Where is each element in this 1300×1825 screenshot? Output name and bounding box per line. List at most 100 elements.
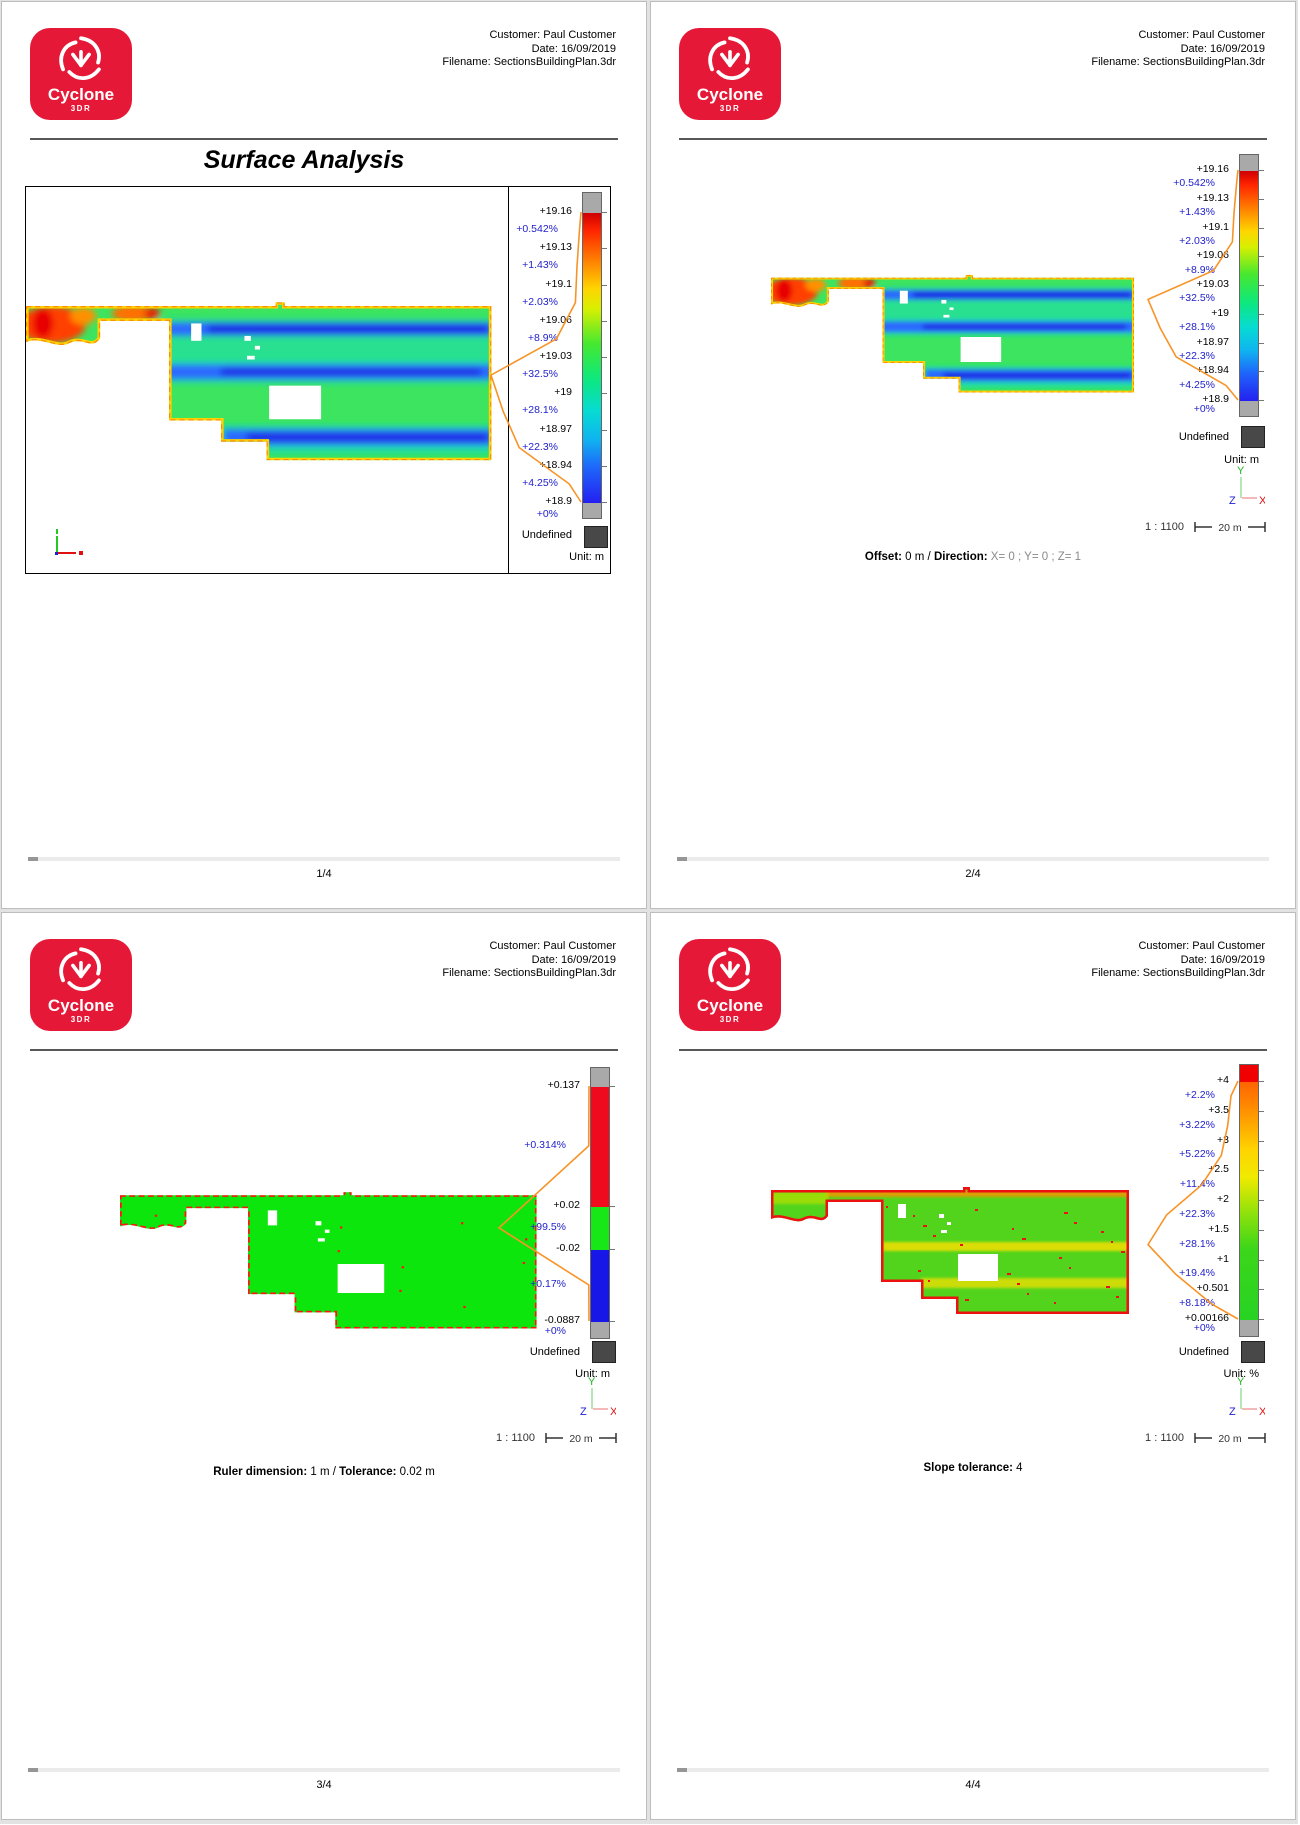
scrollbar-thumb[interactable] (28, 857, 38, 861)
scale-ruler: 20 m (545, 1433, 617, 1445)
legend-value-label: -0.02 (556, 1242, 580, 1255)
report-page-2: Cyclone 3DR Customer: Paul Customer Date… (650, 1, 1296, 909)
colorbar-tick (1259, 342, 1264, 344)
colorbar-tick (610, 1086, 615, 1087)
undefined-label: Undefined (529, 1346, 580, 1358)
legend-value-label: +19.16 (1196, 163, 1229, 175)
header-filename: Filename: SectionsBuildingPlan.3dr (1091, 967, 1265, 979)
surface-heatmap (26, 301, 494, 469)
legend-percent-label: +28.1% (1179, 321, 1215, 334)
surface-heatmap (771, 1186, 1131, 1321)
analysis-parameters: Ruler dimension: 1 m / Tolerance: 0.02 m (213, 1466, 435, 1478)
svg-text:X: X (1259, 1406, 1265, 1418)
scale-ratio: 1 : 1100 (496, 1432, 535, 1444)
svg-text:20 m: 20 m (569, 1433, 593, 1445)
colorbar-tick (1259, 1170, 1264, 1172)
report-header-info: Customer: Paul Customer Date: 16/09/2019… (1091, 29, 1265, 70)
horizontal-scrollbar[interactable] (677, 857, 1269, 861)
colorbar-tick (602, 465, 607, 467)
legend-percent-label: +0% (1193, 1321, 1215, 1334)
header-divider (30, 1049, 618, 1051)
horizontal-scrollbar[interactable] (28, 857, 620, 861)
unit-label: Unit: m (1224, 454, 1259, 466)
header-divider (679, 138, 1267, 140)
map-scale: 1 : 1100 20 m (1145, 1431, 1267, 1445)
legend-percent-label: +22.3% (522, 440, 558, 453)
legend-value-label: +0.02 (553, 1199, 580, 1212)
axes-indicator: Y Z X (570, 1373, 618, 1419)
legend-percent-label: +28.1% (1179, 1237, 1215, 1250)
legend-percent-label: +2.03% (522, 295, 558, 308)
legend-divider (508, 187, 509, 573)
unit-label: Unit: % (1223, 1368, 1259, 1380)
colorbar-tick (602, 212, 607, 213)
undefined-label: Undefined (1178, 1346, 1229, 1358)
legend-percent-label: +3.22% (1179, 1118, 1215, 1131)
legend-value-label: +19.13 (1196, 191, 1229, 204)
cyclone-swirl-icon (59, 947, 101, 991)
header-divider (679, 1049, 1267, 1051)
colorbar-tick (1259, 1289, 1264, 1291)
svg-text:Y: Y (588, 1376, 596, 1388)
legend-value-label: +18.94 (1196, 364, 1229, 377)
colorbar (1239, 154, 1259, 417)
legend-value-label: +2 (1217, 1193, 1229, 1205)
page-number: 2/4 (965, 868, 981, 880)
horizontal-scrollbar[interactable] (28, 1768, 620, 1772)
analysis-parameters: Slope tolerance: 4 (923, 1462, 1023, 1474)
legend-value-label: +19.06 (539, 313, 572, 326)
legend-value-label: +19.1 (1202, 220, 1229, 233)
surface-heatmap (771, 274, 1136, 399)
colorbar (582, 192, 602, 519)
scrollbar-thumb[interactable] (677, 857, 687, 861)
report-title: Surface Analysis (203, 146, 405, 174)
logo-brand-text: Cyclone (47, 85, 115, 104)
legend-percent-label: +8.9% (1184, 263, 1215, 276)
legend-percent-label: +5.22% (1179, 1148, 1215, 1161)
legend-percent-label: +99.5% (530, 1220, 566, 1233)
legend-value-label: +19.03 (1196, 278, 1229, 290)
colorbar-tick (602, 357, 607, 358)
svg-text:Y: Y (1237, 1376, 1245, 1388)
legend-percent-label: +0.17% (530, 1278, 566, 1291)
scrollbar-thumb[interactable] (28, 1768, 38, 1772)
surface-heatmap (120, 1191, 539, 1336)
legend-percent-label: +4.25% (1179, 378, 1215, 391)
svg-text:Y: Y (1237, 465, 1245, 477)
legend-percent-label: +22.3% (1179, 1207, 1215, 1220)
legend-percent-label: +8.18% (1179, 1297, 1215, 1310)
analysis-parameters: Offset: 0 m / Direction: X= 0 ; Y= 0 ; Z… (864, 551, 1082, 563)
colorbar-tick (1259, 285, 1264, 286)
header-date: Date: 16/09/2019 (1180, 953, 1265, 966)
colorbar-tick (610, 1249, 615, 1251)
svg-text:X: X (1259, 495, 1265, 507)
colorbar-tick (602, 248, 607, 250)
legend-value-label: +4 (1217, 1074, 1229, 1086)
legend-percent-label: +0% (1193, 403, 1215, 416)
legend-percent-label: +0.314% (524, 1138, 566, 1151)
logo-sub-text: 3DR (70, 104, 92, 113)
legend-percent-label: +2.2% (1184, 1088, 1215, 1101)
colorbar-tick (1259, 256, 1264, 258)
logo-sub-text: 3DR (719, 104, 741, 113)
legend-value-label: +3 (1217, 1133, 1229, 1146)
undefined-label: Undefined (521, 529, 572, 541)
colorbar-tick (1259, 1259, 1264, 1261)
svg-text:Z: Z (580, 1406, 587, 1418)
unit-label: Unit: m (569, 551, 604, 563)
report-header-info: Customer: Paul Customer Date: 16/09/2019… (1091, 940, 1265, 981)
legend-value-label: +3.5 (1208, 1103, 1229, 1116)
scrollbar-thumb[interactable] (677, 1768, 687, 1772)
cyclone-swirl-icon (708, 947, 750, 991)
colorbar-tick (1259, 227, 1264, 229)
axes-indicator: Y Z X (1219, 1373, 1267, 1419)
legend-percent-label: +1.43% (522, 259, 558, 272)
colorbar-tick (1259, 1110, 1264, 1112)
legend-percent-label: +0.542% (1173, 177, 1215, 190)
undefined-swatch (592, 1341, 616, 1363)
undefined-swatch (1241, 426, 1265, 448)
report-header-info: Customer: Paul Customer Date: 16/09/2019… (442, 940, 616, 981)
report-page-4: Cyclone 3DR Customer: Paul Customer Date… (650, 912, 1296, 1820)
legend-percent-label: +22.3% (1179, 349, 1215, 362)
horizontal-scrollbar[interactable] (677, 1768, 1269, 1772)
